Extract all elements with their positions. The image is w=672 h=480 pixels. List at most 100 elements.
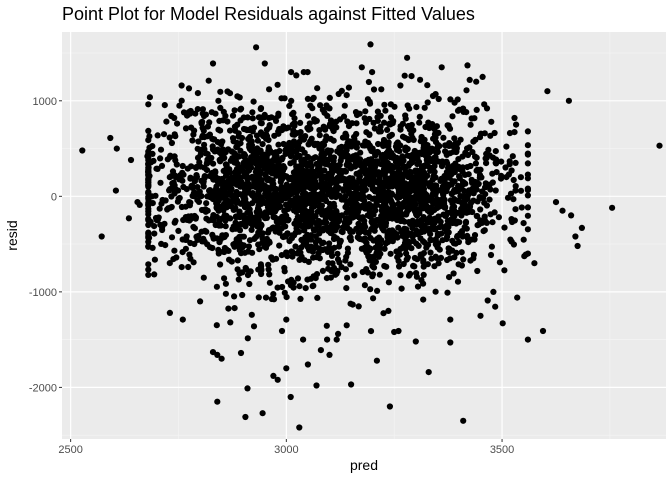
data-point: [483, 160, 490, 167]
data-point: [213, 283, 220, 290]
data-point: [242, 181, 249, 188]
data-point: [446, 140, 453, 147]
data-point: [227, 319, 234, 326]
data-point: [324, 336, 331, 343]
data-point: [349, 140, 357, 147]
data-point: [288, 97, 295, 104]
data-point: [342, 193, 349, 200]
data-point: [309, 105, 316, 112]
data-point: [358, 185, 365, 192]
data-point: [265, 114, 272, 122]
data-point: [301, 149, 308, 156]
data-point: [422, 145, 429, 152]
data-point: [171, 114, 178, 122]
data-point: [503, 143, 510, 150]
data-point: [231, 180, 238, 187]
data-point: [258, 222, 265, 229]
data-point: [338, 152, 345, 159]
data-point: [316, 145, 323, 152]
data-point: [517, 187, 525, 194]
data-point: [173, 161, 180, 168]
data-point: [466, 76, 473, 83]
data-point: [231, 159, 238, 166]
data-point: [364, 175, 372, 183]
data-point: [255, 183, 262, 190]
data-point: [366, 115, 373, 123]
data-point: [319, 267, 326, 274]
data-point: [145, 175, 152, 182]
data-point: [296, 169, 303, 177]
data-point: [377, 241, 384, 248]
data-point: [243, 172, 250, 179]
data-point: [432, 139, 440, 146]
data-point: [524, 128, 532, 135]
data-point: [266, 187, 273, 194]
data-point: [362, 205, 369, 212]
data-point: [609, 204, 616, 211]
data-point: [215, 222, 223, 229]
data-point: [449, 247, 456, 254]
data-point: [200, 235, 207, 242]
data-point: [240, 125, 248, 133]
data-point: [414, 171, 421, 178]
data-point: [145, 101, 152, 108]
data-point: [342, 215, 349, 222]
data-point: [318, 176, 325, 183]
data-point: [451, 99, 458, 106]
plot-panel: [62, 32, 666, 439]
data-point: [171, 247, 178, 254]
data-point: [395, 186, 402, 193]
data-point: [242, 413, 249, 421]
data-point: [488, 243, 495, 250]
data-point: [215, 97, 222, 104]
data-point: [233, 165, 241, 173]
data-point: [387, 250, 394, 257]
data-point: [274, 194, 282, 202]
data-point: [327, 135, 334, 142]
data-point: [145, 127, 152, 134]
data-point: [283, 125, 290, 132]
data-point: [458, 193, 465, 200]
data-point: [334, 223, 341, 230]
data-point: [127, 156, 135, 164]
data-point: [425, 369, 432, 376]
data-point: [357, 235, 364, 243]
data-point: [201, 146, 208, 153]
data-point: [276, 229, 283, 236]
data-point: [216, 239, 223, 246]
data-point: [259, 141, 266, 148]
data-point: [238, 105, 245, 112]
data-point: [361, 282, 368, 289]
data-point: [401, 72, 408, 79]
data-point: [244, 385, 251, 392]
data-point: [168, 139, 175, 147]
data-point: [326, 147, 333, 154]
data-point: [283, 249, 290, 256]
data-point: [247, 183, 254, 190]
data-point: [492, 187, 499, 194]
data-point: [288, 248, 295, 255]
data-point: [227, 127, 234, 134]
data-point: [416, 119, 423, 126]
data-point: [166, 134, 173, 141]
x-tick-label: 3000: [274, 444, 298, 456]
data-point: [487, 132, 494, 139]
data-point: [455, 198, 462, 205]
data-point: [148, 159, 155, 166]
data-point: [468, 176, 475, 183]
data-point: [198, 228, 205, 235]
data-point: [335, 330, 342, 337]
data-point: [217, 104, 224, 111]
data-point: [296, 283, 303, 290]
data-point: [520, 220, 527, 227]
data-point: [218, 355, 225, 362]
data-point: [371, 195, 378, 202]
data-point: [325, 156, 332, 163]
data-point: [277, 171, 284, 178]
data-point: [381, 101, 388, 108]
data-point: [483, 105, 491, 112]
data-point: [232, 173, 239, 180]
data-point: [463, 225, 470, 232]
data-point: [113, 145, 120, 152]
data-point: [385, 189, 392, 196]
